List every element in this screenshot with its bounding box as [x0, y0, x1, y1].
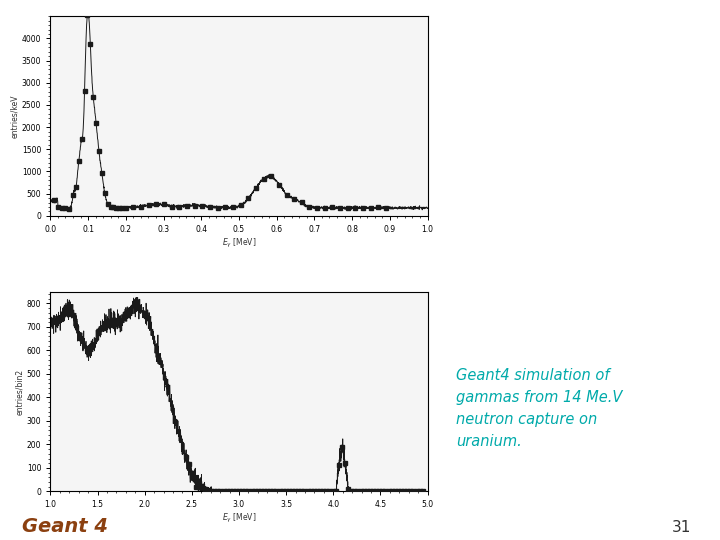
X-axis label: $E_{\gamma}$ [MeV]: $E_{\gamma}$ [MeV]: [222, 512, 256, 525]
X-axis label: $E_{\gamma}$ [MeV]: $E_{\gamma}$ [MeV]: [222, 237, 256, 250]
Y-axis label: entries/keV: entries/keV: [10, 94, 19, 138]
Text: Geant4 simulation of
gammas from 14 Me.V
neutron capture on
uranium.: Geant4 simulation of gammas from 14 Me.V…: [456, 368, 623, 449]
Text: 31: 31: [672, 520, 691, 535]
Text: Geant 4: Geant 4: [22, 517, 107, 536]
Y-axis label: entries/bin2: entries/bin2: [15, 368, 24, 415]
